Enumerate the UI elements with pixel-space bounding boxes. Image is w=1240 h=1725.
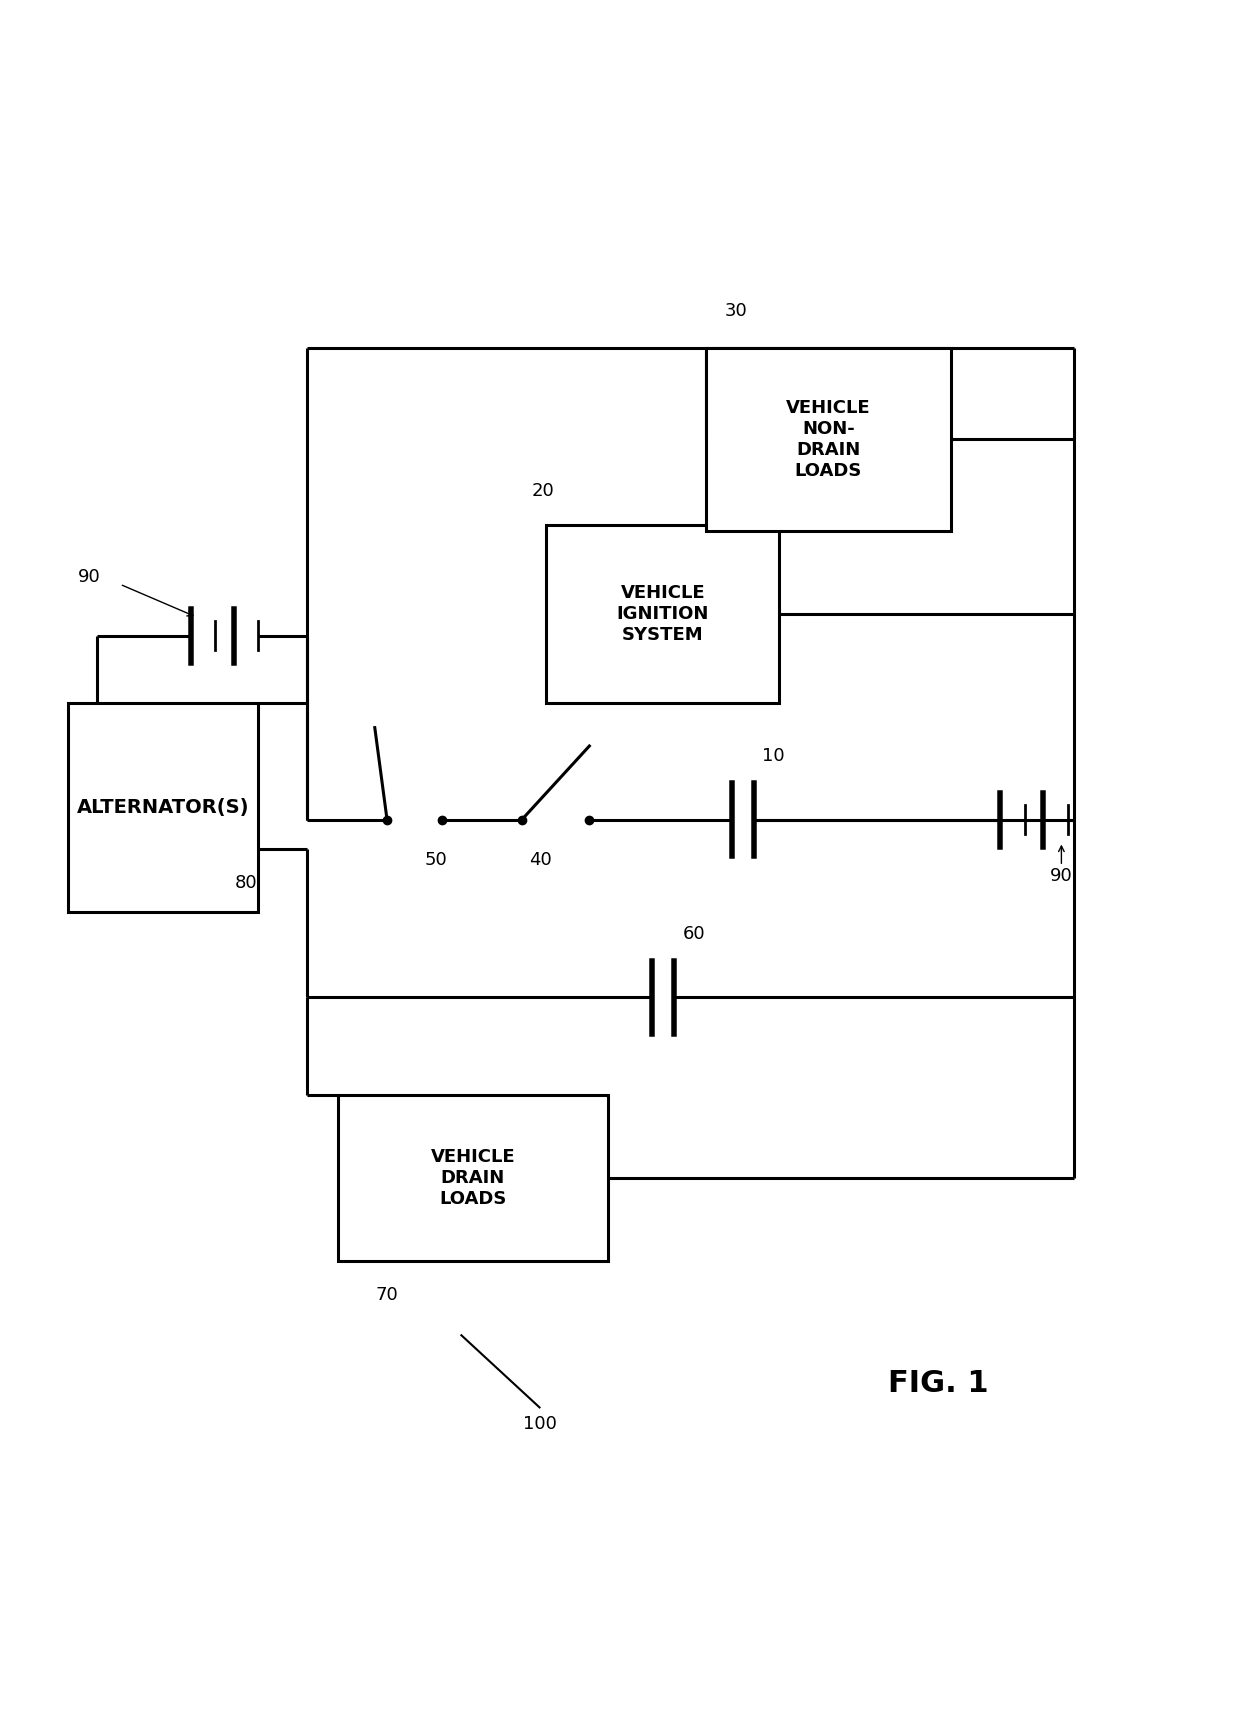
Text: 30: 30	[725, 302, 748, 319]
Text: 100: 100	[523, 1414, 557, 1433]
Text: 80: 80	[234, 875, 258, 892]
Text: 60: 60	[682, 925, 704, 942]
Text: 90: 90	[78, 568, 100, 586]
Text: 10: 10	[761, 747, 785, 764]
Text: 90: 90	[1050, 868, 1073, 885]
Text: 20: 20	[532, 481, 554, 500]
Bar	[339, 1095, 608, 1261]
Bar	[547, 526, 780, 704]
Text: 40: 40	[529, 850, 552, 869]
Bar	[68, 704, 258, 911]
Text: VEHICLE
NON-
DRAIN
LOADS: VEHICLE NON- DRAIN LOADS	[786, 398, 870, 480]
Text: VEHICLE
DRAIN
LOADS: VEHICLE DRAIN LOADS	[430, 1149, 515, 1208]
Text: 50: 50	[425, 850, 448, 869]
Text: VEHICLE
IGNITION
SYSTEM: VEHICLE IGNITION SYSTEM	[616, 585, 709, 643]
Bar	[706, 347, 951, 531]
Text: 70: 70	[376, 1287, 398, 1304]
Text: FIG. 1: FIG. 1	[889, 1370, 990, 1397]
Text: ALTERNATOR(S): ALTERNATOR(S)	[77, 799, 249, 818]
